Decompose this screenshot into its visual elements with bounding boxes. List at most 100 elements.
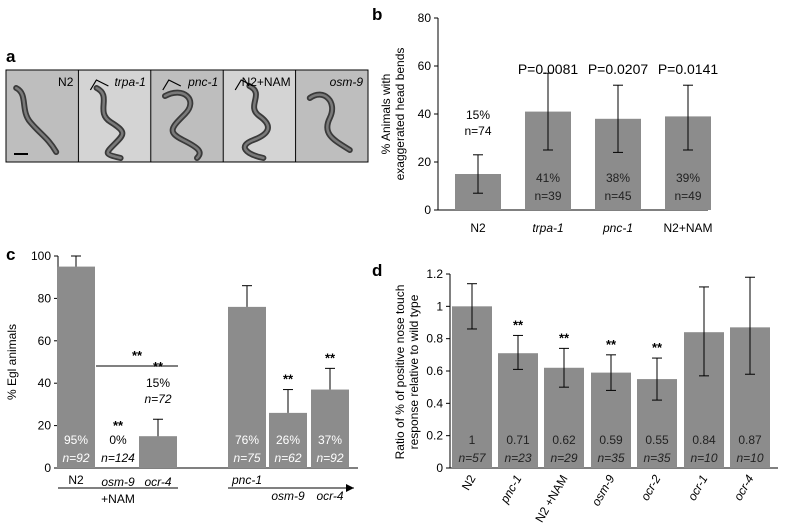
category-label: N2 [68, 473, 84, 487]
bar [452, 306, 492, 468]
bar [57, 266, 95, 468]
percent-label: 38% [606, 171, 630, 185]
category-label: osm-9 [101, 475, 135, 489]
worm-highlight [95, 86, 124, 160]
percent-label: 95% [64, 433, 88, 447]
category-label: N2 [470, 221, 486, 235]
bracket-stars: ** [132, 348, 143, 363]
percent-label: 15% [466, 108, 490, 122]
y-tick-label: 60 [38, 334, 52, 348]
significance-stars: ** [652, 340, 663, 355]
value-label: 0.62 [552, 433, 576, 447]
y-tick-label: 0.2 [426, 429, 443, 443]
significance-stars: ** [513, 317, 524, 332]
percent-label: 39% [676, 171, 700, 185]
percent-label: 26% [276, 433, 300, 447]
bar [139, 436, 177, 468]
category-label: pnc-1 [602, 221, 633, 235]
worm-highlight [14, 86, 58, 154]
significance-stars: ** [325, 350, 336, 365]
n-label: n=39 [534, 189, 561, 203]
panel-letter-a: a [6, 47, 16, 66]
percent-label: 76% [235, 433, 259, 447]
percent-label: 37% [318, 433, 342, 447]
value-label: 0.59 [599, 433, 623, 447]
n-label: n=74 [464, 124, 491, 138]
category-label: N2 +NAM [532, 473, 570, 525]
p-value-label: P=0.0207 [588, 61, 649, 77]
percent-label: 15% [146, 376, 170, 390]
y-tick-label: 0 [424, 203, 431, 217]
y-tick-label: 0.6 [426, 364, 443, 378]
y-tick-label: 0 [44, 461, 51, 475]
y-tick-label: 0 [436, 461, 443, 475]
category-label: osm-9 [589, 472, 618, 508]
category-label: ocr-4 [731, 472, 757, 503]
n-label: n=72 [144, 392, 171, 406]
y-axis-label: exaggerated head bends [393, 48, 407, 181]
n-label: n=45 [604, 189, 631, 203]
bar [269, 412, 307, 468]
panel-letter-b: b [372, 5, 382, 24]
y-axis-label: response relative to wild type [407, 294, 421, 449]
micrograph-label: N2 [58, 75, 74, 89]
y-axis-label: % Egl animals [5, 324, 19, 400]
worm-highlight [163, 91, 201, 160]
micrograph-label: osm-9 [330, 75, 364, 89]
value-label: 0.55 [645, 433, 669, 447]
value-label: 0.84 [692, 433, 716, 447]
category-label: pnc-1 [497, 473, 525, 507]
bar [498, 353, 538, 468]
worm-highlight [243, 84, 270, 160]
chart-b-head-bends: 0 20 40 60 80 % Animals with exaggerated head … [379, 11, 718, 235]
head-bend-bracket [234, 79, 254, 91]
n-label: n=10 [736, 451, 763, 465]
y-tick-label: 1 [436, 299, 443, 313]
n-label: n=124 [101, 451, 135, 465]
y-tick-label: 60 [418, 59, 432, 73]
category-label: N2+NAM [663, 221, 712, 235]
significance-stars: ** [559, 330, 570, 345]
y-tick-label: 0.8 [426, 332, 443, 346]
n-label: n=57 [458, 451, 486, 465]
bar [228, 306, 266, 468]
y-tick-label: 40 [38, 376, 52, 390]
significance-stars: ** [606, 337, 617, 352]
n-label: n=35 [643, 451, 670, 465]
micrograph-label: pnc-1 [187, 75, 218, 89]
y-tick-label: 0.4 [426, 396, 443, 410]
category-label: osm-9 [271, 489, 305, 503]
p-value-label: P=0.0141 [658, 61, 719, 77]
micrograph-label: N2+NAM [242, 75, 291, 89]
category-label: pnc-1 [231, 473, 262, 487]
p-value-label: P=0.0081 [518, 61, 579, 77]
y-tick-label: 40 [418, 107, 432, 121]
category-label: N2 [459, 472, 479, 493]
value-label: 0.87 [738, 433, 762, 447]
group-label: +NAM [101, 492, 135, 506]
significance-stars: ** [113, 418, 124, 433]
category-label: ocr-4 [144, 475, 171, 489]
n-label: n=62 [274, 451, 301, 465]
n-label: n=23 [504, 451, 531, 465]
y-axis-label: Ratio of % of positive nose touch [393, 285, 407, 460]
panel-letter-c: c [6, 245, 15, 264]
category-label: trpa-1 [532, 221, 563, 235]
y-tick-label: 80 [418, 11, 432, 25]
head-bend-bracket [162, 79, 182, 91]
panel-letter-d: d [372, 261, 382, 280]
n-label: n=10 [690, 451, 717, 465]
category-label: ocr-4 [316, 489, 343, 503]
worm-highlight [308, 93, 352, 152]
micrograph-label: trpa-1 [114, 75, 145, 89]
head-bend-bracket [89, 79, 109, 91]
y-tick-label: 20 [418, 155, 432, 169]
y-axis-label: % Animals with [379, 74, 393, 155]
percent-label: 0% [109, 433, 127, 447]
chart-d-nose-touch: 0 0.2 0.4 0.6 0.8 1 1.2 Ratio of % of positive … [393, 267, 778, 525]
worm-micrograph-panel: N2 trpa-1 pnc-1 N2+NAM osm-9 [5, 69, 369, 163]
value-label: 0.71 [506, 433, 530, 447]
n-label: n=92 [316, 451, 343, 465]
significance-stars: ** [153, 359, 164, 374]
n-label: n=49 [674, 189, 701, 203]
